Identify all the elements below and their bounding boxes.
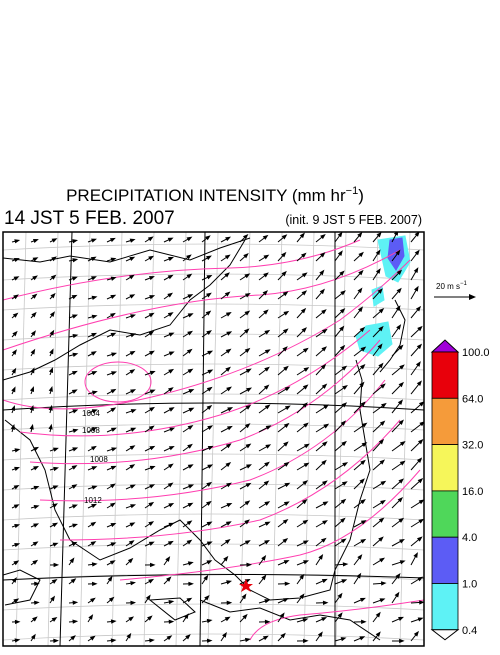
wind-scale-label: 20 m s−1 — [436, 281, 468, 291]
init-time: (init. 9 JST 5 FEB. 2007) — [285, 213, 422, 227]
wind-scale: 20 m s−1 — [434, 281, 476, 300]
colorbar-label: 64.0 — [462, 393, 483, 405]
title-close: ) — [358, 186, 364, 205]
wind-scale-sup: −1 — [460, 281, 468, 287]
colorbar-segment — [432, 352, 458, 398]
colorbar-label: 4.0 — [462, 532, 477, 544]
colorbar-segment — [432, 537, 458, 583]
isobar-label: 1008 — [90, 455, 108, 464]
colorbar-segment — [432, 445, 458, 491]
colorbar-label: 32.0 — [462, 440, 483, 452]
map-title: PRECIPITATION INTENSITY (mm hr−1) — [66, 185, 364, 205]
title-sup: −1 — [346, 185, 359, 197]
colorbar: 100.0 64.0 32.0 16.0 4.0 1.0 0.4 — [432, 340, 490, 640]
wind-scale-head — [469, 294, 476, 300]
colorbar-under — [432, 630, 458, 640]
valid-time: 14 JST 5 FEB. 2007 — [4, 208, 175, 229]
colorbar-segment — [432, 584, 458, 630]
isobar-label: 1004 — [82, 409, 100, 418]
colorbar-label: 16.0 — [462, 486, 483, 498]
colorbar-label: 1.0 — [462, 579, 477, 591]
colorbar-segment — [432, 491, 458, 537]
title-text: PRECIPITATION INTENSITY (mm hr — [66, 186, 346, 205]
map-area: 1004 1008 1008 1012 — [3, 231, 442, 646]
colorbar-label: 100.0 — [462, 347, 490, 359]
colorbar-segment — [432, 398, 458, 444]
colorbar-over — [432, 340, 458, 352]
wind-scale-text: 20 m s — [436, 282, 460, 291]
colorbar-label: 0.4 — [462, 625, 477, 637]
isobar-label: 1012 — [84, 496, 102, 505]
